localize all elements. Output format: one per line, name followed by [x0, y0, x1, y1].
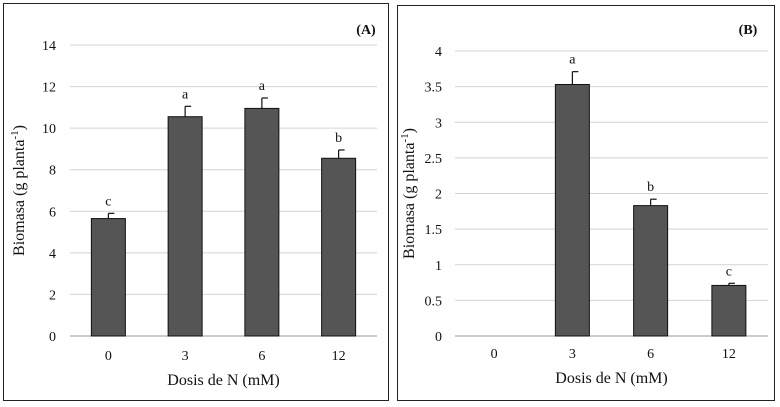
x-tick-label: 3	[569, 347, 576, 362]
y-axis-title: Biomasa (g planta-1)	[9, 125, 28, 256]
x-axis-title: Dosis de N (mM)	[167, 372, 279, 389]
significance-letter: b	[335, 131, 342, 146]
significance-letter: c	[105, 194, 111, 209]
y-tick-label: 4	[435, 45, 442, 60]
bar-6	[244, 107, 280, 337]
chart-panel-b: 0 0.5 1 1.5 2 2.5 3 3.5 4 0 a 3 b 6 c 12 Dosis de N (mM)…	[397, 5, 775, 401]
significance-letter: a	[569, 53, 576, 68]
panel-label: (B)	[739, 23, 758, 38]
y-tick-label: 10	[42, 122, 56, 137]
y-axis-title: Biomasa (g planta-1)	[399, 128, 418, 259]
chart-a-svg: 0 2 4 6 8 10 12 14 c 0 a 3 a 6 b 12 Dosis de N (mM) Bioma…	[9, 23, 377, 389]
chart-b-svg: 0 0.5 1 1.5 2 2.5 3 3.5 4 0 a 3 b 6 c 12 Dosis de N (mM)…	[399, 23, 768, 387]
bar-0	[90, 218, 126, 337]
y-tick-label: 4	[49, 247, 56, 262]
y-tick-label: 3	[435, 116, 442, 131]
y-tick-label: 2.5	[425, 152, 443, 167]
x-tick-label: 0	[105, 349, 112, 364]
y-tick-label: 0	[49, 330, 56, 345]
bar-6	[633, 205, 669, 337]
x-tick-label: 6	[258, 349, 265, 364]
bar-12	[321, 157, 357, 337]
y-tick-label: 3.5	[425, 81, 443, 96]
y-tick-label: 0	[435, 330, 442, 345]
x-tick-label: 0	[491, 347, 498, 362]
x-tick-label: 12	[722, 347, 736, 362]
significance-letter: a	[259, 79, 266, 94]
y-tick-label: 14	[42, 39, 56, 54]
y-tick-label: 0.5	[425, 294, 443, 309]
y-tick-label: 2	[435, 188, 442, 203]
bar-3	[167, 116, 203, 337]
y-tick-label: 6	[49, 205, 56, 220]
bar-12	[711, 284, 747, 337]
significance-letter: c	[726, 264, 732, 279]
significance-letter: a	[182, 87, 189, 102]
y-tick-label: 12	[42, 81, 56, 96]
chart-panel-a: 0 2 4 6 8 10 12 14 c 0 a 3 a 6 b 12 Dosis de N (mM) Bioma…	[3, 3, 389, 401]
y-tick-label: 2	[49, 288, 56, 303]
x-tick-label: 12	[332, 349, 346, 364]
x-axis-title: Dosis de N (mM)	[555, 370, 667, 387]
bar-3	[554, 83, 590, 337]
y-tick-label: 1	[435, 259, 442, 274]
panel-label: (A)	[356, 23, 376, 38]
x-tick-label: 3	[182, 349, 189, 364]
y-tick-label: 8	[49, 164, 56, 179]
x-tick-label: 6	[647, 347, 654, 362]
y-tick-label: 1.5	[425, 223, 443, 238]
significance-letter: b	[647, 180, 654, 195]
